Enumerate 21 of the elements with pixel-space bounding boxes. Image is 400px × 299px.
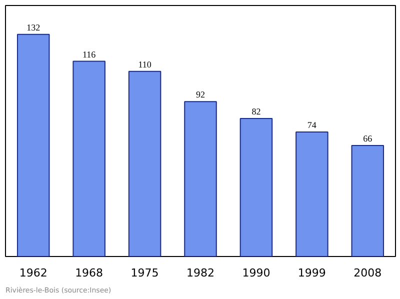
x-tick-label: 1975	[130, 266, 159, 280]
data-label: 92	[196, 90, 205, 100]
bar	[184, 101, 217, 256]
data-label: 110	[138, 59, 152, 70]
bar	[16, 34, 50, 256]
x-tick-label: 1999	[298, 266, 326, 280]
data-label: 132	[26, 22, 40, 32]
bar	[296, 131, 328, 256]
bar	[351, 144, 384, 256]
data-label: 116	[82, 49, 96, 60]
x-tick-label: 1990	[242, 266, 270, 280]
data-label: 82	[252, 106, 261, 117]
x-tick-label: 1968	[75, 266, 104, 280]
x-tick-label: 2008	[354, 266, 382, 280]
x-tick-label: 1982	[186, 266, 215, 280]
data-label: 66	[363, 133, 373, 144]
bar	[128, 70, 162, 256]
data-label: 74	[307, 120, 317, 130]
bar	[240, 118, 273, 256]
bar	[72, 60, 106, 256]
x-tick-label: 1962	[19, 266, 48, 280]
